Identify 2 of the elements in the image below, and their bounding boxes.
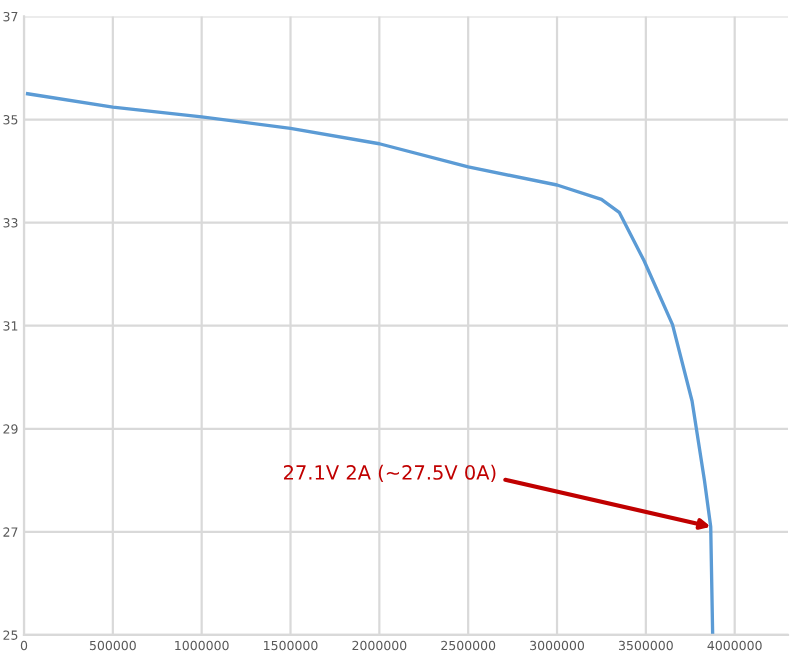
line-series: [25, 92, 715, 635]
annotation: 27.1V 2A (~27.5V 0A): [283, 464, 496, 483]
